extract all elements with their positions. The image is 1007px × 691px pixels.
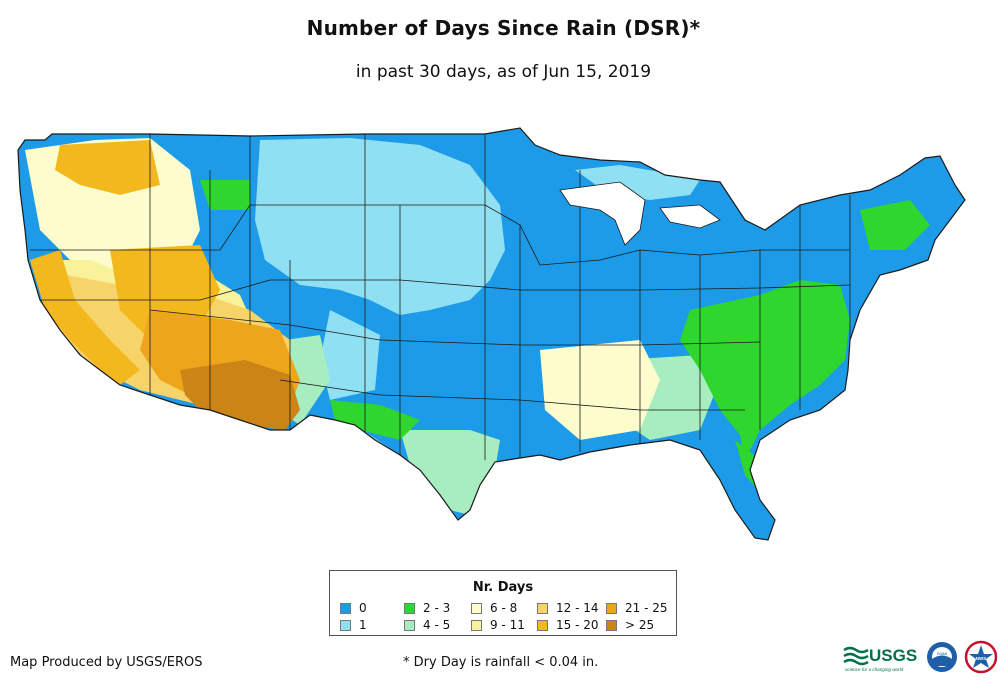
legend-swatch bbox=[404, 620, 415, 631]
legend-item: 0 bbox=[340, 602, 367, 615]
legend-item: 12 - 14 bbox=[537, 602, 599, 615]
zone-2-3-days-texas bbox=[330, 400, 420, 440]
usgs-logo-text: USGS bbox=[869, 646, 917, 665]
legend-title: Nr. Days bbox=[472, 580, 534, 595]
legend-item: 4 - 5 bbox=[404, 619, 450, 632]
legend-swatch bbox=[471, 620, 482, 631]
nws-logo: NWS bbox=[964, 640, 998, 674]
legend-swatch bbox=[404, 603, 415, 614]
noaa-logo: noaa bbox=[927, 642, 957, 672]
state-boundaries bbox=[30, 134, 851, 460]
legend-item: 15 - 20 bbox=[537, 619, 599, 632]
zone-1-day-plains bbox=[255, 138, 505, 315]
dsr-map bbox=[17, 127, 966, 541]
legend-item: 2 - 3 bbox=[404, 602, 450, 615]
legend-item: 9 - 11 bbox=[471, 619, 525, 632]
legend-swatch bbox=[537, 620, 548, 631]
map-producer-credit: Map Produced by USGS/EROS bbox=[10, 655, 203, 670]
nws-logo-text: NWS bbox=[976, 656, 987, 661]
agency-logos: USGS science for a changing world noaa N… bbox=[843, 640, 998, 674]
legend-swatch bbox=[471, 603, 482, 614]
usgs-tagline: science for a changing world bbox=[845, 667, 904, 672]
legend-item: > 25 bbox=[606, 619, 654, 632]
legend-item: 21 - 25 bbox=[606, 602, 668, 615]
legend-swatch bbox=[537, 603, 548, 614]
great-lakes bbox=[559, 181, 721, 246]
map-title: Number of Days Since Rain (DSR)* bbox=[306, 16, 701, 40]
legend-swatch bbox=[606, 603, 617, 614]
legend-item: 6 - 8 bbox=[471, 602, 517, 615]
legend-swatch bbox=[340, 603, 351, 614]
map-subtitle: in past 30 days, as of Jun 15, 2019 bbox=[355, 62, 652, 82]
noaa-logo-text: noaa bbox=[937, 651, 948, 656]
legend-swatch bbox=[340, 620, 351, 631]
zone-2-3-days-northeast bbox=[860, 200, 930, 250]
zone-2-3-days-east bbox=[680, 280, 850, 460]
us-border bbox=[17, 127, 966, 541]
zone-4-5-days-texas bbox=[400, 430, 500, 515]
legend-item: 1 bbox=[340, 619, 367, 632]
zone-2-3-days-mt bbox=[200, 180, 250, 210]
zone-15-20-days-oregon bbox=[55, 140, 160, 195]
zone-15-20-days-california bbox=[30, 250, 140, 385]
usgs-logo: USGS science for a changing world bbox=[843, 646, 917, 672]
legend: Nr. Days 0 1 2 - 3 4 - 5 6 - 8 9 - 11 12… bbox=[329, 570, 677, 636]
zone-6-8-days-south bbox=[540, 340, 660, 440]
legend-swatch bbox=[606, 620, 617, 631]
dry-day-footnote: * Dry Day is rainfall < 0.04 in. bbox=[403, 655, 599, 670]
